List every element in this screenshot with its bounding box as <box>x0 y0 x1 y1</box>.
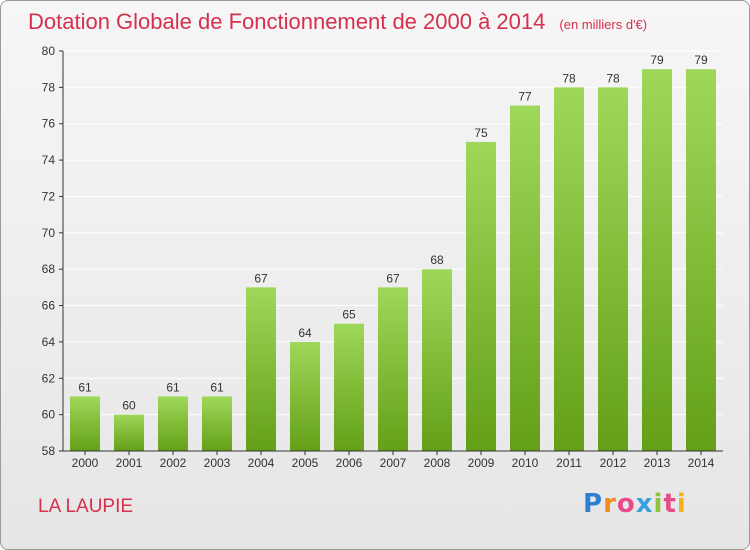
proxiti-logo: Proxiti <box>583 489 687 519</box>
chart-title: Dotation Globale de Fonctionnement de 20… <box>28 9 647 35</box>
logo-letter: r <box>603 489 617 519</box>
x-tick-label: 2006 <box>336 456 363 470</box>
labels: 58 60 62 64 66 68 70 72 74 76 78 80 61 2000 60 2001 61 20… <box>42 44 715 470</box>
y-tick-label: 66 <box>42 299 56 313</box>
bar-2014 <box>686 69 716 451</box>
y-tick-label: 76 <box>42 117 56 131</box>
x-tick-label: 2004 <box>248 456 275 470</box>
bar-value-label: 61 <box>166 380 180 394</box>
bar-2003 <box>202 396 232 451</box>
y-tick-label: 62 <box>42 371 56 385</box>
bars <box>70 69 716 451</box>
bar-value-label: 79 <box>694 53 708 67</box>
logo-letter: P <box>583 489 604 519</box>
y-tick-label: 72 <box>42 189 56 203</box>
bar-value-label: 61 <box>78 380 92 394</box>
y-tick-label: 80 <box>42 44 56 58</box>
logo-letter: x <box>635 489 654 519</box>
bar-value-label: 60 <box>122 399 136 413</box>
bar-2004 <box>246 287 276 451</box>
logo-letter: i <box>676 489 687 519</box>
logo-letter: i <box>653 489 664 519</box>
x-tick-label: 2011 <box>556 456 582 470</box>
bar-2013 <box>642 69 672 451</box>
x-tick-label: 2002 <box>160 456 187 470</box>
bar-value-label: 75 <box>474 126 488 140</box>
y-tick-label: 60 <box>42 408 56 422</box>
unit-note: (en milliers d'€) <box>559 17 648 32</box>
x-tick-label: 2010 <box>512 456 539 470</box>
y-tick-label: 74 <box>42 153 56 167</box>
bar-2010 <box>510 105 540 451</box>
x-tick-label: 2003 <box>204 456 231 470</box>
bar-2011 <box>554 87 584 451</box>
axes <box>59 50 723 455</box>
y-tick-label: 64 <box>42 335 56 349</box>
bar-2012 <box>598 87 628 451</box>
bar-value-label: 79 <box>650 53 664 67</box>
y-tick-label: 58 <box>42 444 56 458</box>
x-tick-label: 2005 <box>292 456 319 470</box>
x-tick-label: 2007 <box>380 456 407 470</box>
commune-name: LA LAUPIE <box>38 496 134 517</box>
bar-value-label: 68 <box>430 253 444 267</box>
x-tick-label: 2012 <box>600 456 627 470</box>
logo-letter: o <box>616 489 636 519</box>
y-tick-label: 68 <box>42 262 56 276</box>
title-text: Dotation Globale de Fonctionnement de 20… <box>28 9 546 34</box>
x-tick-label: 2008 <box>424 456 451 470</box>
x-tick-label: 2013 <box>644 456 671 470</box>
bar-value-label: 67 <box>254 271 268 285</box>
x-tick-label: 2009 <box>468 456 495 470</box>
x-tick-label: 2014 <box>688 456 715 470</box>
y-tick-label: 70 <box>42 226 56 240</box>
bar-2002 <box>158 396 188 451</box>
bar-value-label: 67 <box>386 271 400 285</box>
bar-2000 <box>70 396 100 451</box>
bar-2008 <box>422 269 452 451</box>
bar-value-label: 61 <box>210 380 224 394</box>
bar-2007 <box>378 287 408 451</box>
x-tick-label: 2001 <box>116 456 143 470</box>
y-tick-label: 78 <box>42 80 56 94</box>
bar-2006 <box>334 323 364 451</box>
logo-letter: t <box>663 489 677 519</box>
bar-value-label: 77 <box>518 90 532 104</box>
bar-2001 <box>114 414 144 451</box>
bar-value-label: 78 <box>562 71 576 85</box>
bar-2009 <box>466 141 496 451</box>
x-tick-label: 2000 <box>72 456 99 470</box>
bar-2005 <box>290 341 320 451</box>
bar-value-label: 64 <box>298 326 312 340</box>
bar-value-label: 65 <box>342 308 356 322</box>
bar-value-label: 78 <box>606 71 620 85</box>
